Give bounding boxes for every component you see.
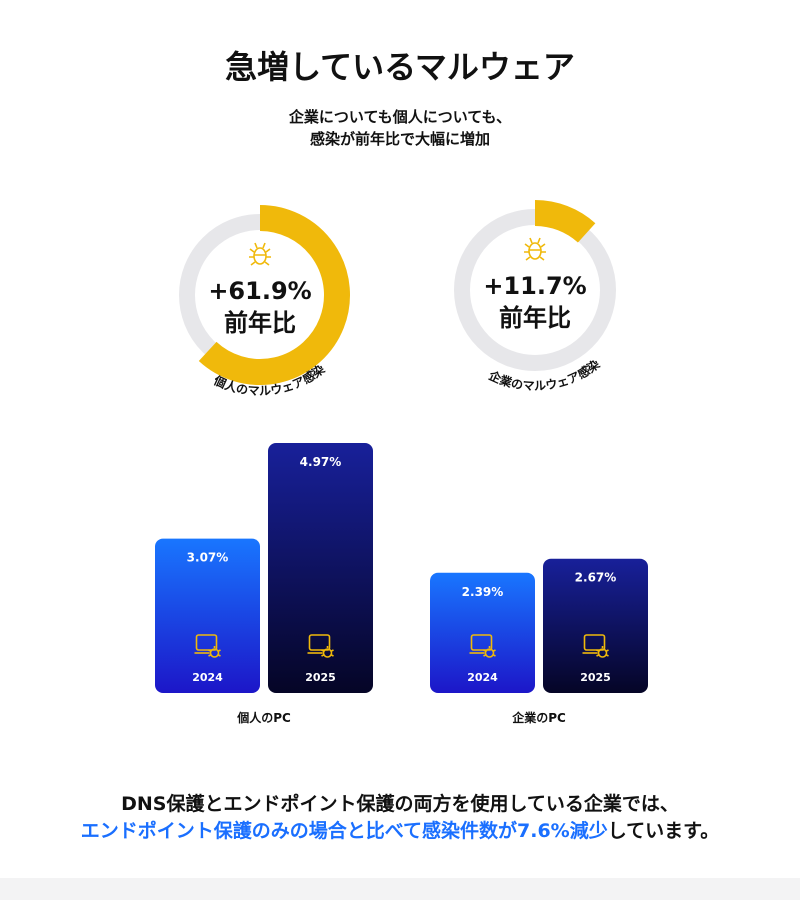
donut-arc <box>198 205 350 385</box>
subtitle: 企業についても個人についても、 <box>288 108 511 126</box>
bottom-strip <box>0 878 800 900</box>
bug-badge-legs <box>208 646 221 657</box>
bug-badge <box>209 648 220 658</box>
bar <box>430 572 535 693</box>
subtitle: 感染が前年比で大幅に増加 <box>310 130 490 148</box>
bar-value-label: 4.97% <box>300 455 342 469</box>
bug-legs <box>524 237 546 261</box>
donut-value: +61.9% <box>208 277 311 305</box>
laptop-screen <box>195 634 218 651</box>
bar <box>543 558 648 693</box>
laptop-screen <box>308 634 331 651</box>
bug-badge-legs <box>483 646 496 657</box>
bar-value-label: 2.67% <box>575 571 617 585</box>
bug-icon <box>249 242 271 266</box>
bar-category: 2025 <box>580 671 611 684</box>
donut-caption: 前年比 <box>224 309 296 337</box>
bar-value-label: 2.39% <box>462 585 504 599</box>
bar-value-label: 3.07% <box>187 551 229 565</box>
laptop-icon <box>194 634 221 658</box>
bar-group-title: 企業のPC <box>511 710 566 725</box>
bug-body <box>253 247 267 265</box>
bug-badge-legs <box>596 646 609 657</box>
donut-arc <box>534 200 596 243</box>
bug-badge <box>484 648 495 658</box>
bug-badge-legs <box>321 646 334 657</box>
bar <box>155 538 260 693</box>
bar-group-title: 個人のPC <box>236 710 291 725</box>
bug-badge <box>322 648 333 658</box>
donut-value: +11.7% <box>483 272 586 300</box>
laptop-icon <box>469 634 496 658</box>
footer-highlight: エンドポイント保護のみの場合と比べて感染件数が7.6%減少 <box>81 819 608 842</box>
bar-category: 2025 <box>305 671 336 684</box>
bar-category: 2024 <box>467 671 498 684</box>
footer-rest: しています。 <box>608 820 720 842</box>
footer-text: エンドポイント保護のみの場合と比べて感染件数が7.6%減少しています。 <box>81 819 719 842</box>
laptop-screen <box>583 634 606 651</box>
bar <box>268 443 373 693</box>
laptop-screen <box>470 634 493 651</box>
laptop-icon <box>307 634 334 658</box>
laptop-icon <box>582 634 609 658</box>
bar-category: 2024 <box>192 671 223 684</box>
title: 急増しているマルウェア <box>225 48 575 86</box>
bug-badge <box>597 648 608 658</box>
bug-legs <box>249 242 271 266</box>
donut-caption: 前年比 <box>499 304 571 332</box>
footer-text: DNS保護とエンドポイント保護の両方を使用している企業では、 <box>121 792 679 815</box>
bug-icon <box>524 237 546 261</box>
bug-body <box>528 242 542 260</box>
